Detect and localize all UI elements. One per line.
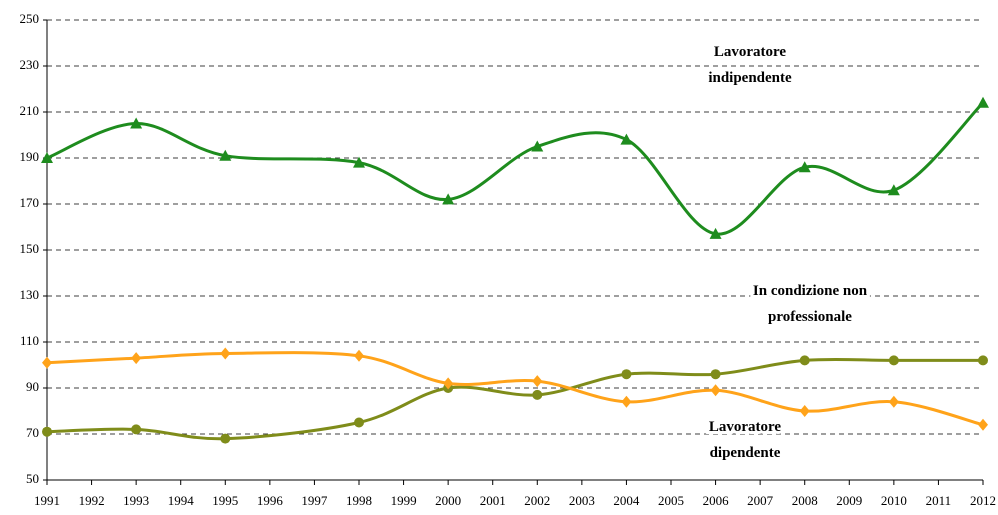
y-tick-label: 250 <box>20 11 40 26</box>
x-tick-label: 2001 <box>480 493 506 508</box>
marker <box>710 369 721 380</box>
x-tick-label: 1991 <box>34 493 60 508</box>
x-tick-label: 2006 <box>703 493 730 508</box>
y-tick-label: 70 <box>26 425 39 440</box>
x-tick-label: 2011 <box>926 493 952 508</box>
marker <box>354 417 364 428</box>
x-tick-label: 2008 <box>792 493 818 508</box>
x-tick-label: 2007 <box>747 493 774 508</box>
marker <box>620 133 633 145</box>
y-tick-label: 150 <box>20 241 40 256</box>
marker <box>41 152 53 163</box>
x-tick-label: 1994 <box>168 493 195 508</box>
marker <box>42 356 52 369</box>
x-tick-label: 1999 <box>391 493 417 508</box>
marker <box>621 395 632 408</box>
marker <box>888 355 899 366</box>
marker <box>709 227 722 239</box>
series-label: In condizione non professionale <box>753 283 868 325</box>
marker <box>799 405 810 417</box>
x-tick-label: 2002 <box>524 493 550 508</box>
marker <box>621 369 632 380</box>
x-tick-label: 2012 <box>970 493 996 508</box>
x-tick-label: 2009 <box>836 493 862 508</box>
x-tick-label: 1993 <box>123 493 149 508</box>
marker <box>798 161 811 173</box>
marker <box>532 389 543 400</box>
y-tick-label: 110 <box>20 333 39 348</box>
y-tick-label: 230 <box>20 57 40 72</box>
y-tick-label: 90 <box>26 379 39 394</box>
x-tick-label: 2004 <box>613 493 640 508</box>
marker <box>42 426 52 437</box>
marker <box>353 156 365 168</box>
x-tick-label: 1992 <box>79 493 105 508</box>
marker <box>443 377 454 390</box>
series-line <box>46 357 983 441</box>
series-label: Lavoratore dipendente <box>709 419 782 461</box>
marker <box>710 384 721 397</box>
marker <box>978 355 988 366</box>
marker <box>442 193 455 205</box>
x-tick-label: 2003 <box>569 493 595 508</box>
y-tick-label: 50 <box>26 471 39 486</box>
marker <box>354 349 364 362</box>
series-line <box>46 351 984 427</box>
marker <box>220 347 231 360</box>
x-tick-label: 1998 <box>346 493 372 508</box>
x-tick-label: 1997 <box>301 493 328 508</box>
x-tick-label: 2000 <box>435 493 461 508</box>
x-tick-label: 2010 <box>881 493 907 508</box>
marker <box>131 424 142 435</box>
y-tick-label: 210 <box>20 103 40 118</box>
series-label: Lavoratore indipendente <box>708 44 792 86</box>
y-tick-label: 130 <box>20 287 40 302</box>
x-tick-label: 1995 <box>212 493 238 508</box>
marker <box>130 117 143 129</box>
y-tick-label: 170 <box>20 195 40 210</box>
x-tick-label: 1996 <box>257 493 284 508</box>
x-tick-label: 2005 <box>658 493 684 508</box>
marker <box>532 375 543 388</box>
marker <box>131 352 142 365</box>
marker <box>799 355 810 366</box>
marker <box>219 149 232 161</box>
marker <box>887 184 900 196</box>
marker <box>888 395 899 408</box>
marker <box>531 140 544 152</box>
y-tick-label: 190 <box>20 149 40 164</box>
marker <box>978 418 988 431</box>
series-line <box>46 101 985 236</box>
marker <box>220 433 231 444</box>
marker <box>977 96 989 108</box>
